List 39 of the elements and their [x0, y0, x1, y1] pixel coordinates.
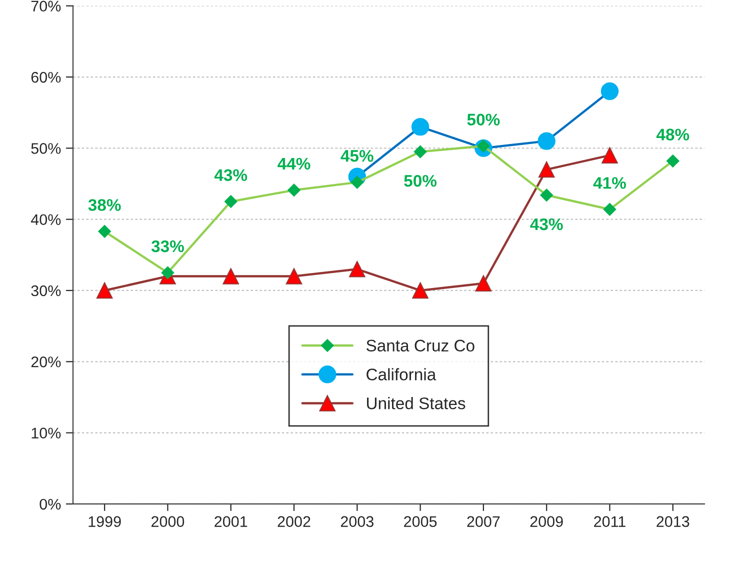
data-label: 50% — [404, 174, 437, 187]
y-tick-label: 40% — [30, 214, 61, 226]
x-tick-label: 2000 — [151, 516, 184, 527]
x-tick-label: 2011 — [594, 516, 626, 527]
point — [348, 260, 366, 278]
legend-label: Santa Cruz Co — [366, 340, 474, 352]
data-label: 45% — [340, 150, 374, 162]
data-label: 33% — [151, 240, 184, 252]
data-label: 43% — [530, 218, 563, 230]
data-label: 48% — [656, 128, 690, 140]
x-tick-label: 2007 — [467, 516, 500, 527]
point — [538, 161, 555, 178]
data-label: 38% — [88, 199, 121, 211]
x-tick-label: 2002 — [278, 516, 310, 527]
point — [222, 268, 240, 284]
legend-label: California — [366, 368, 436, 380]
data-label: 43% — [214, 169, 248, 182]
x-tick-label: 2003 — [340, 516, 374, 527]
point — [475, 275, 492, 292]
data-label: 41% — [593, 177, 626, 189]
x-tick-label: 2001 — [214, 516, 248, 527]
x-tick-label: 2013 — [656, 516, 690, 527]
point — [286, 268, 302, 284]
y-tick-label: 30% — [31, 285, 61, 296]
x-tick-label: 2005 — [404, 516, 437, 527]
x-tick-label: 2009 — [530, 516, 563, 527]
y-tick-label: 70% — [31, 0, 61, 12]
data-label: 44% — [278, 158, 310, 170]
point — [602, 147, 618, 164]
y-tick-label: 10% — [32, 428, 61, 438]
y-tick-label: 60% — [31, 72, 61, 83]
point — [412, 282, 428, 299]
data-label: 50% — [467, 114, 500, 126]
y-tick-label: 50% — [31, 143, 61, 154]
x-tick-label: 1999 — [88, 516, 121, 527]
y-tick-label: 0% — [40, 498, 61, 510]
y-tick-label: 20% — [31, 356, 61, 368]
legend-label: United States — [367, 397, 466, 410]
point — [96, 282, 113, 299]
